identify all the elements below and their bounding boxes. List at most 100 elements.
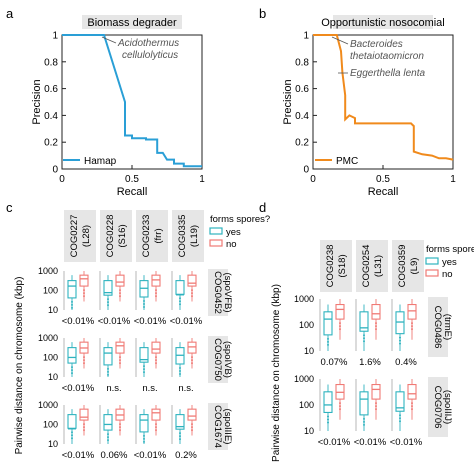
box-no (187, 274, 197, 287)
outlier-yes (71, 366, 73, 369)
box-no (187, 408, 197, 421)
outlier-yes (143, 300, 145, 302)
outlier-yes (71, 300, 73, 303)
outlier-no (375, 328, 377, 331)
boxplot-grid-c: COG0227 (L28) COG0228 (S16) COG0233 (frr) COG0… (14, 210, 270, 461)
panel-letter-d: d (259, 200, 266, 215)
outlier-yes (107, 436, 109, 439)
outlier-yes (327, 421, 329, 424)
outlier-no (191, 362, 193, 365)
outlier-yes (399, 420, 401, 423)
outlier-yes (107, 433, 109, 436)
outlier-no (375, 405, 377, 408)
y-tick-label: 1000 (38, 333, 58, 343)
outlier-no (155, 356, 157, 359)
y-tick-label: 0.8 (295, 57, 309, 68)
row-header-box (428, 297, 448, 357)
p-value-label: <0.01% (62, 316, 95, 327)
row-header-sub: (spoIIIE) (222, 409, 233, 445)
outlier-yes (327, 340, 329, 343)
column-header-sub: (S16) (117, 224, 128, 247)
outlier-no (83, 429, 85, 432)
outlier-yes (179, 303, 181, 306)
box-yes (323, 311, 333, 336)
p-value-label: 0.06% (101, 450, 128, 461)
y-axis-label: Precision (282, 79, 294, 124)
chart-title: Biomass degrader (87, 17, 177, 29)
box-no (151, 341, 161, 354)
outlier-yes (327, 337, 329, 340)
outlier-no (155, 295, 157, 298)
legend-title: forms spores? (210, 214, 270, 225)
row-header-sub: (trmE) (442, 314, 453, 340)
y-tick-label: 0.6 (44, 84, 58, 95)
box-yes (175, 280, 185, 295)
p-value-label: <0.01% (318, 437, 351, 448)
column-header-box (172, 210, 204, 262)
outlier-yes (143, 440, 145, 443)
y-axis-label: Precision (31, 79, 43, 124)
y-tick-label: 0.2 (44, 138, 58, 149)
legend-yes-label: yes (226, 227, 241, 238)
y-tick-label: 0 (52, 165, 58, 176)
panel-letter-c: c (6, 200, 13, 215)
outlier-yes (363, 340, 365, 343)
box-yes (139, 347, 149, 363)
row-header-box (208, 403, 228, 450)
outlier-no (375, 322, 377, 325)
outlier-yes (107, 373, 109, 376)
p-value-label: n.s. (142, 383, 157, 394)
chart-title: Opportunistic nosocomial (321, 17, 445, 29)
column-header-cog: COG0254 (361, 245, 372, 288)
y-tick-label: 100 (43, 286, 58, 296)
legend-yes-label: yes (442, 257, 457, 268)
outlier-no (83, 295, 85, 298)
column-header-sub: (frr) (153, 228, 164, 243)
annotation-eggerthella: Eggerthella lenta (350, 68, 425, 79)
outlier-yes (363, 423, 365, 426)
annotation-bacteroides-1: Bacteroides (350, 39, 403, 50)
column-header-box (356, 240, 388, 292)
x-axis-label: Recall (117, 186, 148, 198)
box-no (407, 303, 417, 320)
y-tick-label: 1000 (38, 400, 58, 410)
p-value-label: <0.01% (170, 316, 203, 327)
outlier-yes (327, 415, 329, 418)
outlier-no (375, 408, 377, 411)
outlier-yes (179, 373, 181, 375)
outlier-no (411, 328, 413, 331)
outlier-no (191, 295, 193, 298)
column-header-cog: COG0359 (397, 245, 408, 288)
title-box (333, 15, 433, 29)
outlier-no (191, 289, 193, 292)
annotation-arrow-a (101, 36, 117, 44)
box-no (79, 408, 89, 421)
outlier-yes (71, 434, 73, 437)
column-header-cog: COG0227 (69, 215, 80, 258)
outlier-yes (327, 418, 329, 421)
x-tick-label: 0 (59, 174, 65, 185)
row-header-cog: COG1674 (212, 405, 223, 448)
outlier-yes (399, 342, 401, 345)
outlier-no (375, 325, 377, 328)
series-line-hamap (62, 34, 202, 168)
outlier-no (83, 426, 85, 429)
annotation-acidothermus-1: Acidothermus (117, 38, 179, 49)
outlier-no (411, 405, 413, 408)
box-yes (103, 347, 113, 366)
annotation-arrow-b1 (331, 36, 349, 45)
outlier-yes (71, 431, 73, 434)
row-header-cog: COG0486 (432, 306, 443, 349)
y-axis-label: Pairwise distance on chromosome (kbp) (14, 277, 25, 455)
outlier-no (339, 325, 341, 328)
box-yes (359, 391, 369, 416)
outlier-no (411, 322, 413, 325)
y-tick-label: 100 (299, 320, 314, 330)
outlier-no (339, 322, 341, 325)
outlier-no (83, 359, 85, 362)
y-tick-label: 1 (52, 31, 58, 42)
y-tick-label: 0.4 (295, 111, 309, 122)
outlier-yes (363, 420, 365, 423)
box-no (371, 303, 381, 320)
